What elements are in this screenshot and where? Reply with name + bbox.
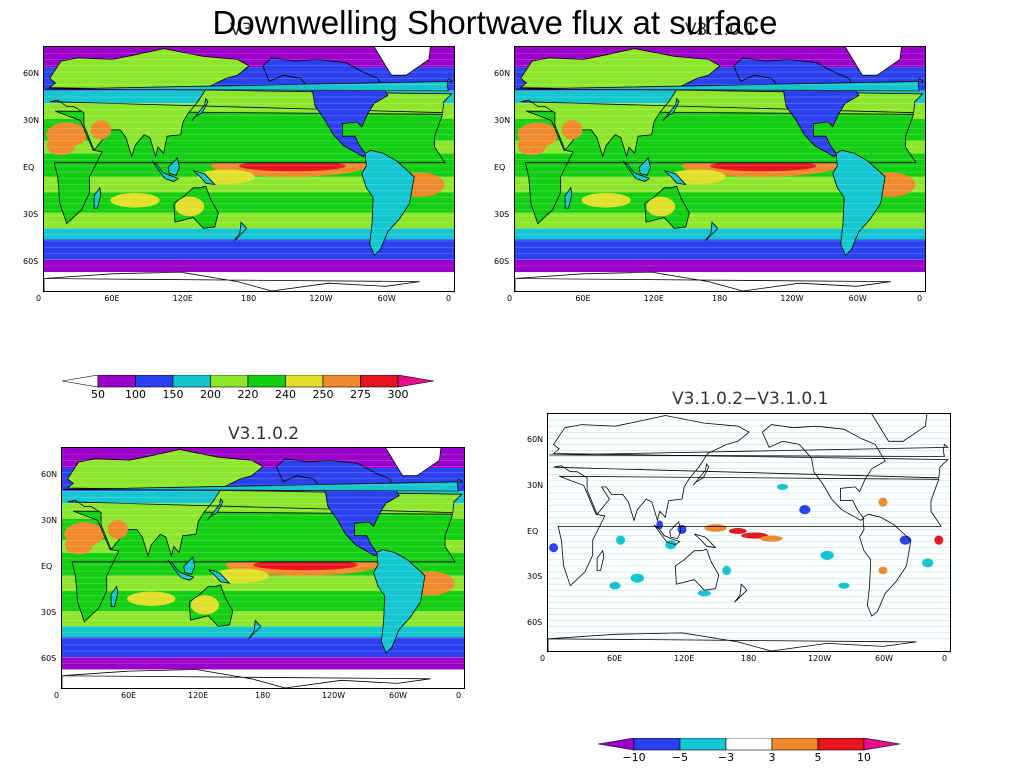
lat-tick-label: 30S	[41, 608, 57, 618]
lat-tick-label: EQ	[23, 163, 35, 172]
lon-tick-label: 0	[507, 294, 513, 303]
lat-tick-label: 60N	[23, 69, 40, 79]
map-v3102	[61, 447, 465, 689]
map-v3101	[514, 46, 926, 292]
colorbar-tick-label: 275	[350, 388, 371, 401]
lon-tick-label: 60W	[377, 294, 396, 303]
lat-tick-label: 30S	[494, 209, 510, 219]
lat-tick-label: EQ	[41, 562, 53, 571]
colorbar-tick-label: 5	[814, 751, 822, 764]
panel-title-v3102: V3.1.0.2	[228, 424, 300, 444]
lon-tick-label: 60E	[607, 654, 623, 663]
lat-tick-label: 30N	[527, 480, 544, 490]
lon-tick-label: 60W	[848, 294, 867, 303]
lon-tick-label: 180	[255, 691, 271, 700]
lat-tick-label: EQ	[494, 163, 506, 172]
panel-title-diff: V3.1.0.2−V3.1.0.1	[672, 389, 829, 409]
lon-tick-label: 180	[741, 654, 757, 663]
lon-tick-label: 0	[942, 654, 948, 663]
lat-tick-label: 60S	[23, 256, 39, 266]
map-v3	[43, 46, 455, 292]
lon-tick-label: 60W	[875, 654, 894, 663]
lat-tick-label: 60N	[494, 69, 511, 79]
lon-tick-label: 120W	[322, 691, 346, 700]
colorbar-tick-label: −10	[622, 751, 646, 764]
lat-tick-label: 60S	[527, 617, 543, 627]
colorbar-tick-label: 10	[857, 751, 871, 764]
lon-tick-label: 180	[241, 294, 257, 303]
colorbar-tick-label: 150	[162, 388, 184, 401]
lat-tick-label: 30S	[23, 209, 39, 219]
lon-tick-label: 120W	[808, 654, 832, 663]
colorbar-tick-label: 300	[387, 388, 409, 401]
lat-tick-label: 60S	[41, 654, 57, 664]
colorbar-tick-label: 50	[91, 388, 105, 401]
colorbar-tick-label: 200	[200, 388, 221, 401]
lat-tick-label: 30S	[527, 572, 543, 582]
lon-tick-label: 180	[712, 294, 728, 303]
lon-tick-label: 0	[446, 294, 452, 303]
lon-tick-label: 120E	[643, 294, 664, 303]
lon-tick-label: 60E	[121, 691, 137, 700]
colorbar-tick-label: −3	[717, 751, 735, 764]
colorbar-tick-label: 240	[275, 388, 296, 401]
panel-title-v3101: V3.1.0.1	[685, 20, 757, 40]
panel-title-v3: V3	[230, 20, 253, 40]
lon-tick-label: 0	[917, 294, 923, 303]
lon-tick-label: 0	[54, 691, 60, 700]
lat-tick-label: 30N	[23, 116, 40, 126]
colorbar-tick-label: 220	[237, 388, 259, 401]
lon-tick-label: 120E	[674, 654, 695, 663]
lat-tick-label: 30N	[41, 515, 58, 525]
colorbar-difference: −10 −5 −3 3 5 10	[597, 737, 901, 766]
map-diff	[547, 413, 951, 652]
lon-tick-label: 60W	[389, 691, 408, 700]
lon-tick-label: 120E	[188, 691, 209, 700]
colorbar-tick-label: 250	[312, 388, 334, 401]
lon-tick-label: 120E	[172, 294, 193, 303]
lat-tick-label: 60N	[527, 435, 544, 445]
lon-tick-label: 0	[540, 654, 546, 663]
colorbar-tick-label: −5	[671, 751, 689, 764]
lon-tick-label: 60E	[575, 294, 591, 303]
lat-tick-label: 30N	[494, 116, 511, 126]
lat-tick-label: EQ	[527, 526, 539, 536]
colorbar-absolute: 50 100 150 200 220 240 250 275 300	[61, 374, 435, 405]
lat-tick-label: 60S	[494, 256, 510, 266]
colorbar-tick-label: 100	[125, 388, 146, 401]
lon-tick-label: 0	[456, 691, 462, 700]
lon-tick-label: 0	[36, 294, 42, 303]
colorbar-tick-label: 3	[768, 751, 776, 764]
page-title: Downwelling Shortwave flux at surface	[212, 4, 778, 41]
lon-tick-label: 120W	[309, 294, 333, 303]
lat-tick-label: 60N	[41, 469, 58, 479]
lon-tick-label: 60E	[104, 294, 120, 303]
lon-tick-label: 120W	[780, 294, 804, 303]
